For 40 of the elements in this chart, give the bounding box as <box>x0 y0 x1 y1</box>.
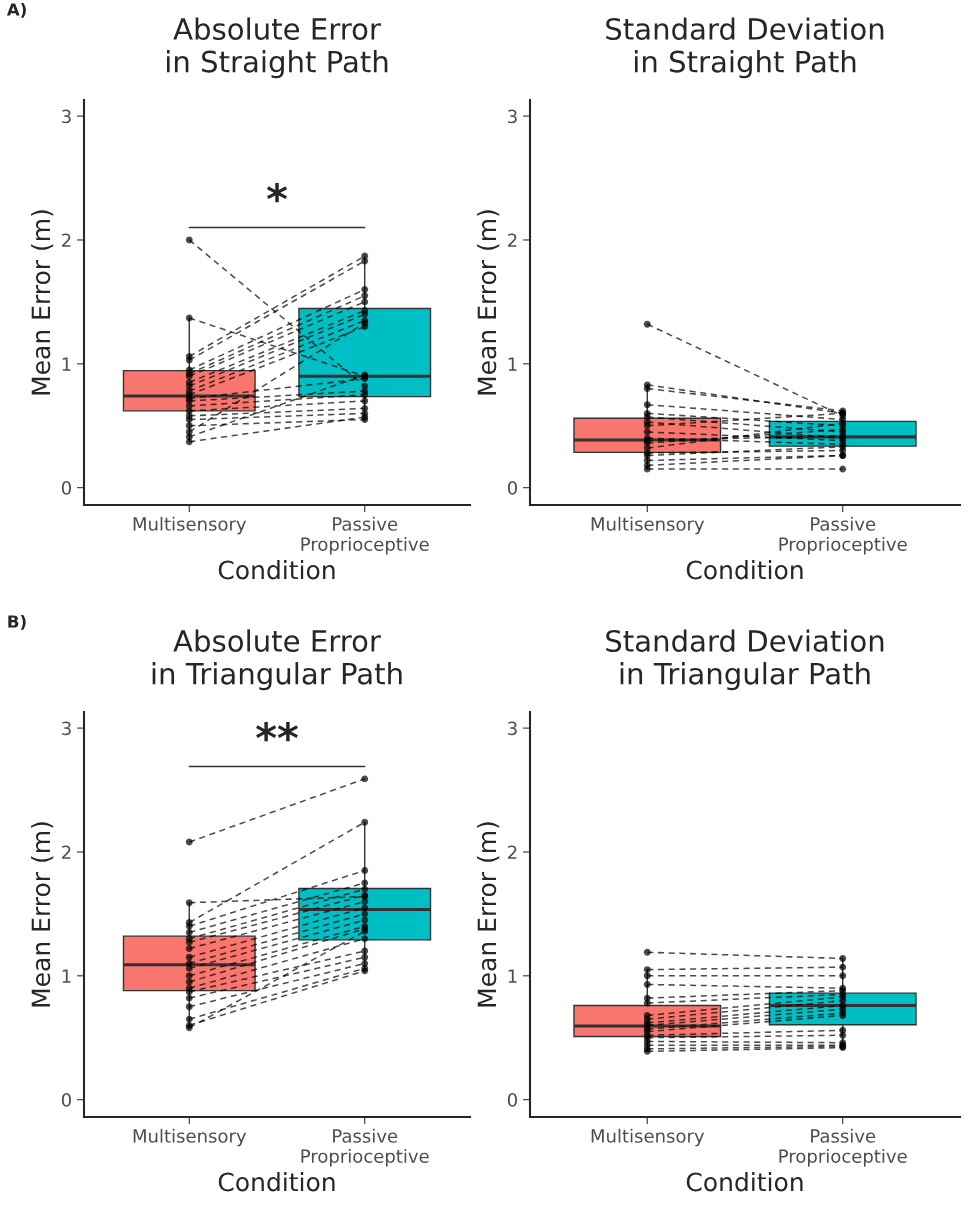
x-axis-title: Condition <box>218 560 335 580</box>
x-tick-label: Passive Proprioceptive <box>779 1128 907 1167</box>
y-tick-label: 1 <box>62 357 71 371</box>
y-tick-label: 2 <box>508 845 517 859</box>
x-axis-title: Condition <box>686 560 803 580</box>
text: A) <box>6 2 26 18</box>
y-tick-label: 1 <box>62 969 71 983</box>
y-tick-label: 0 <box>507 481 517 495</box>
y-tick-label: 2 <box>62 233 71 247</box>
chart-title: Absolute Error in Triangular Path <box>152 629 402 691</box>
y-tick-label: 0 <box>61 481 71 495</box>
x-axis-title: Condition <box>686 1172 803 1192</box>
annotation: ** <box>256 721 298 742</box>
y-axis-title: Mean Error (m) <box>30 822 54 1007</box>
y-tick-label: 3 <box>62 109 71 124</box>
x-tick-label: Passive Proprioceptive <box>301 516 429 555</box>
y-tick-label: 2 <box>508 233 517 247</box>
chart-title: Standard Deviation in Straight Path <box>606 17 884 79</box>
x-tick-label: Multisensory <box>133 1128 247 1147</box>
chart-title: Standard Deviation in Triangular Path <box>606 629 884 691</box>
x-axis-title: Condition <box>218 1172 335 1192</box>
chart-title: Absolute Error in Straight Path <box>166 17 388 79</box>
x-tick-label: Multisensory <box>591 1128 705 1147</box>
x-tick-label: Multisensory <box>133 516 247 535</box>
x-tick-label: Multisensory <box>591 516 705 535</box>
y-axis-title: Mean Error (m) <box>476 822 500 1007</box>
y-axis-title: Mean Error (m) <box>30 210 54 395</box>
y-tick-label: 2 <box>62 845 71 859</box>
x-tick-label: Passive Proprioceptive <box>301 1128 429 1167</box>
text: B) <box>8 614 26 630</box>
y-tick-label: 1 <box>508 969 517 983</box>
y-tick-label: 3 <box>508 109 517 124</box>
x-tick-label: Passive Proprioceptive <box>779 516 907 555</box>
y-axis-title: Mean Error (m) <box>476 210 500 395</box>
y-tick-label: 3 <box>508 721 517 736</box>
y-tick-label: 1 <box>508 357 517 371</box>
y-tick-label: 0 <box>507 1093 517 1107</box>
y-tick-label: 3 <box>62 721 71 736</box>
annotation: * <box>266 183 288 203</box>
y-tick-label: 0 <box>61 1093 71 1107</box>
